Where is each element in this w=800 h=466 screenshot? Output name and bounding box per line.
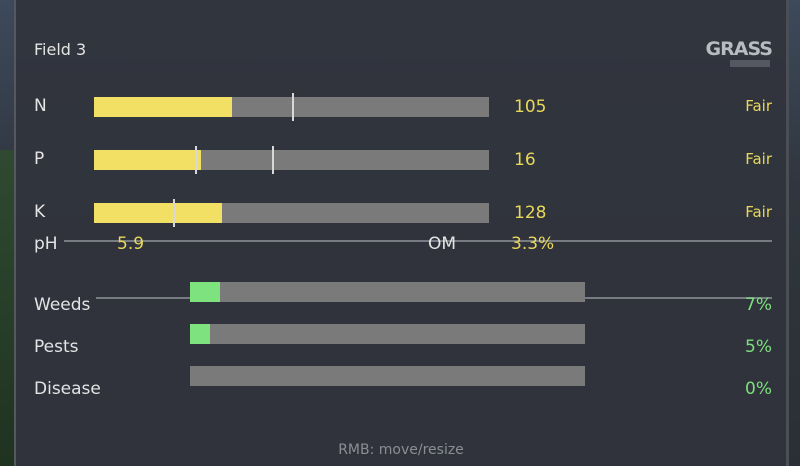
nutrient-rating: Fair bbox=[745, 150, 772, 168]
om-label: OM bbox=[428, 234, 457, 254]
hint-text: RMB: move/resize bbox=[338, 442, 464, 458]
nutrient-label: N bbox=[34, 96, 47, 116]
nutrient-bar bbox=[94, 146, 489, 174]
threat-label: Disease bbox=[34, 379, 101, 399]
nutrient-rating: Fair bbox=[745, 97, 772, 115]
threat-bar-fill bbox=[190, 282, 220, 302]
target-marker bbox=[173, 199, 175, 227]
crop-type: GRASS bbox=[705, 38, 773, 60]
ph-value: 5.9 bbox=[117, 234, 145, 254]
threat-bar bbox=[190, 282, 585, 302]
threat-bar bbox=[190, 324, 585, 344]
threat-label: Weeds bbox=[34, 295, 91, 315]
target-marker bbox=[194, 146, 197, 174]
nutrient-bar bbox=[94, 199, 489, 227]
nutrient-label: K bbox=[34, 202, 46, 222]
field-title: Field 3 bbox=[34, 40, 87, 59]
landscape-edge bbox=[0, 150, 14, 466]
nutrient-bar-fill bbox=[94, 203, 223, 223]
nutrient-value: 16 bbox=[514, 150, 536, 170]
target-marker bbox=[271, 146, 274, 174]
nutrient-bar bbox=[94, 93, 489, 121]
nutrient-value: 128 bbox=[514, 203, 547, 223]
nutrient-bar-fill bbox=[94, 150, 201, 170]
crop-subtitle-logo bbox=[730, 60, 770, 67]
om-value: 3.3% bbox=[511, 234, 555, 254]
threat-value: 0% bbox=[745, 379, 772, 399]
threat-bar bbox=[190, 366, 585, 386]
threat-label: Pests bbox=[34, 337, 79, 357]
target-marker bbox=[291, 93, 294, 121]
divider-line bbox=[64, 240, 772, 242]
nutrient-label: P bbox=[34, 149, 45, 169]
nutrient-value: 105 bbox=[514, 97, 547, 117]
field-info-panel[interactable]: Field 3 GRASS N 105 Fair P 16 Fair K 128 F… bbox=[14, 0, 789, 466]
threat-bar-fill bbox=[190, 324, 210, 344]
nutrient-rating: Fair bbox=[745, 203, 772, 221]
ph-label: pH bbox=[34, 234, 58, 254]
threat-value: 5% bbox=[745, 337, 772, 357]
threat-value: 7% bbox=[745, 295, 772, 315]
nutrient-bar-fill bbox=[94, 97, 233, 117]
